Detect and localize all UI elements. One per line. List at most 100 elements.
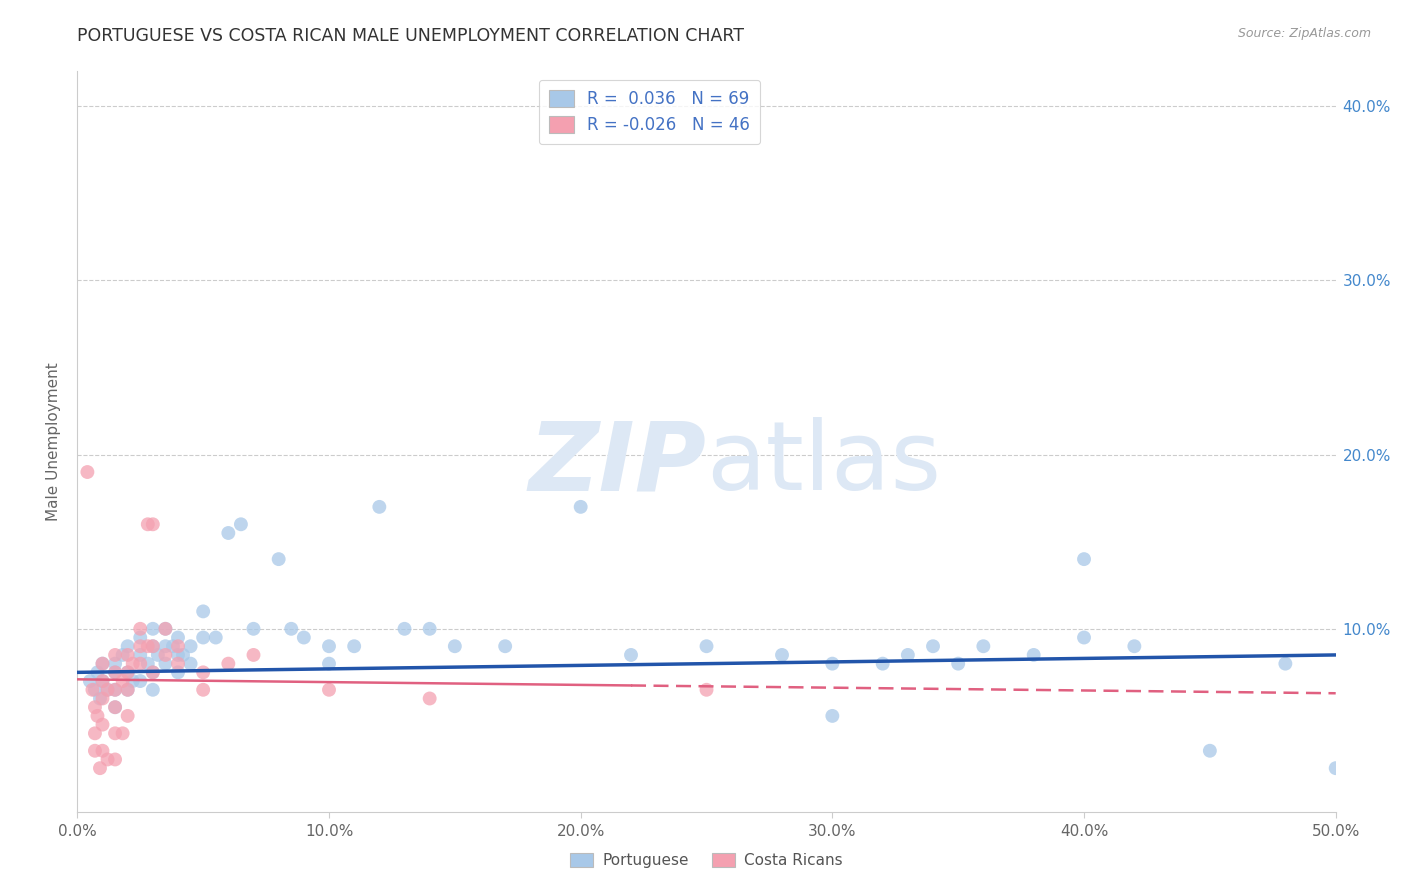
Point	[91, 674, 114, 689]
Point	[1022, 648, 1045, 662]
Point	[86, 709, 108, 723]
Point	[91, 674, 114, 689]
Y-axis label: Male Unemployment: Male Unemployment	[46, 362, 62, 521]
Point	[146, 648, 169, 662]
Point	[280, 622, 302, 636]
Point	[948, 657, 970, 671]
Point	[172, 648, 194, 662]
Point	[96, 752, 118, 766]
Point	[117, 682, 139, 697]
Point	[117, 665, 139, 680]
Point	[267, 552, 290, 566]
Point	[142, 665, 165, 680]
Point	[104, 665, 127, 680]
Point	[821, 709, 844, 723]
Point	[167, 631, 190, 645]
Point	[191, 682, 215, 697]
Point	[155, 622, 177, 636]
Point	[91, 657, 114, 671]
Point	[343, 639, 366, 653]
Point	[84, 700, 107, 714]
Point	[96, 682, 118, 697]
Point	[1199, 744, 1222, 758]
Point	[142, 639, 165, 653]
Point	[104, 700, 127, 714]
Point	[155, 657, 177, 671]
Point	[155, 639, 177, 653]
Point	[91, 744, 114, 758]
Point	[82, 682, 104, 697]
Point	[111, 674, 134, 689]
Point	[84, 744, 107, 758]
Point	[91, 657, 114, 671]
Point	[86, 665, 108, 680]
Point	[142, 682, 165, 697]
Point	[111, 648, 134, 662]
Point	[117, 639, 139, 653]
Point	[1123, 639, 1146, 653]
Point	[136, 517, 159, 532]
Point	[129, 622, 152, 636]
Point	[129, 631, 152, 645]
Point	[142, 665, 165, 680]
Point	[121, 674, 143, 689]
Point	[129, 639, 152, 653]
Point	[922, 639, 945, 653]
Point	[104, 648, 127, 662]
Point	[229, 517, 252, 532]
Point	[318, 639, 340, 653]
Point	[155, 648, 177, 662]
Point	[191, 631, 215, 645]
Point	[368, 500, 391, 514]
Point	[1073, 552, 1095, 566]
Point	[191, 665, 215, 680]
Point	[696, 639, 718, 653]
Point	[1274, 657, 1296, 671]
Point	[104, 665, 127, 680]
Point	[91, 717, 114, 731]
Point	[129, 657, 152, 671]
Point	[142, 622, 165, 636]
Point	[569, 500, 592, 514]
Point	[142, 639, 165, 653]
Point	[1324, 761, 1347, 775]
Point	[136, 657, 159, 671]
Point	[1073, 631, 1095, 645]
Point	[897, 648, 920, 662]
Point	[494, 639, 516, 653]
Point	[89, 761, 111, 775]
Point	[770, 648, 793, 662]
Point	[444, 639, 467, 653]
Point	[104, 657, 127, 671]
Point	[696, 682, 718, 697]
Point	[96, 682, 118, 697]
Point	[292, 631, 315, 645]
Point	[76, 465, 98, 479]
Point	[84, 682, 107, 697]
Point	[104, 752, 127, 766]
Point	[155, 622, 177, 636]
Point	[167, 648, 190, 662]
Point	[91, 691, 114, 706]
Point	[167, 639, 190, 653]
Text: Source: ZipAtlas.com: Source: ZipAtlas.com	[1237, 27, 1371, 40]
Point	[129, 648, 152, 662]
Point	[242, 648, 264, 662]
Point	[318, 657, 340, 671]
Point	[204, 631, 226, 645]
Point	[217, 657, 239, 671]
Point	[117, 648, 139, 662]
Point	[162, 639, 184, 653]
Point	[79, 674, 101, 689]
Point	[821, 657, 844, 671]
Point	[620, 648, 643, 662]
Point	[872, 657, 894, 671]
Point	[129, 674, 152, 689]
Point	[117, 665, 139, 680]
Point	[167, 657, 190, 671]
Point	[318, 682, 340, 697]
Point	[180, 657, 202, 671]
Point	[394, 622, 416, 636]
Point	[104, 726, 127, 740]
Point	[142, 517, 165, 532]
